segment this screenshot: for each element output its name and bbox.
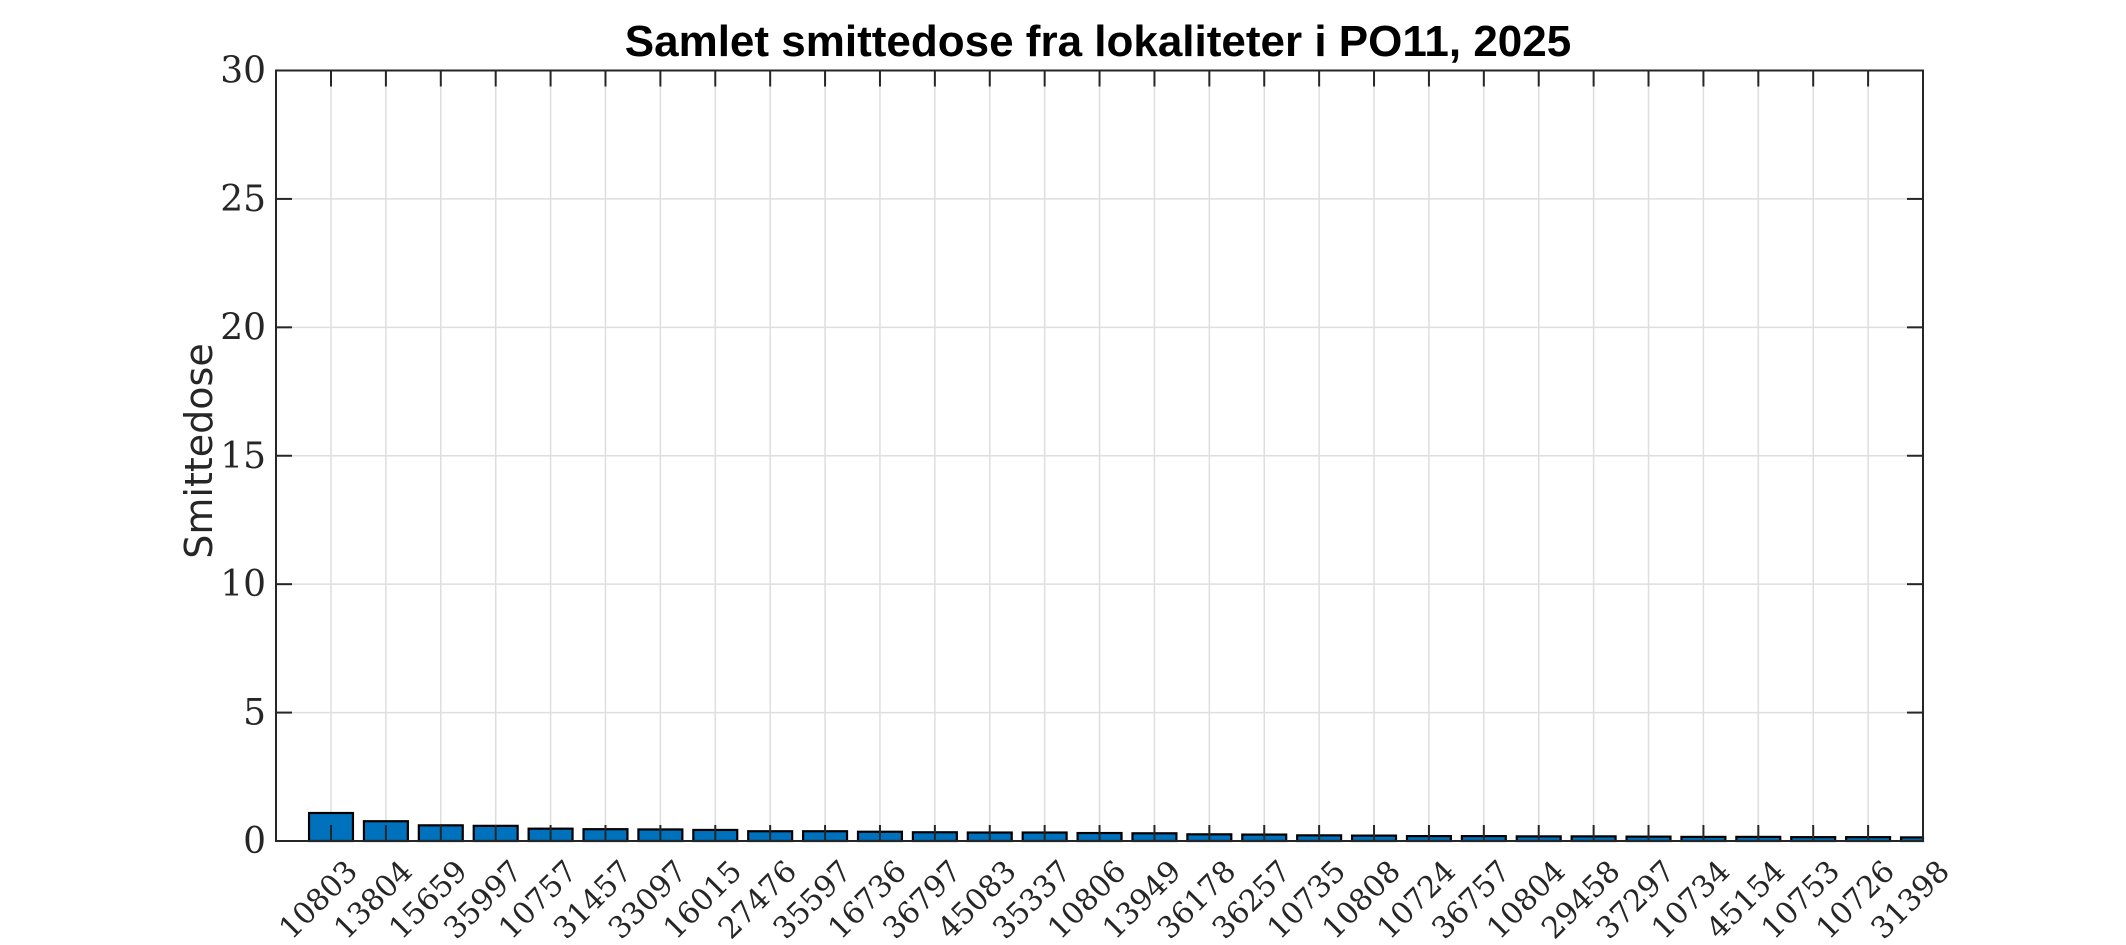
y-tick-labels: 0 5 10 15 20 25 30 — [220, 51, 266, 863]
axes-box — [275, 69, 1924, 842]
y-tick-label: 0 — [243, 821, 266, 862]
y-tick-label: 5 — [243, 693, 266, 734]
chart-title: Samlet smittedose fra lokaliteter i PO11… — [625, 17, 1571, 66]
y-tick-label: 30 — [220, 51, 266, 92]
y-tick-label: 10 — [220, 564, 266, 605]
y-tick-label: 20 — [220, 307, 266, 348]
axis-ticks — [276, 69, 1924, 842]
y-tick-label: 25 — [220, 179, 266, 220]
y-tick-label: 15 — [220, 436, 266, 477]
y-axis-label: Smittedose — [177, 343, 221, 558]
x-tick-labels: 1080313804156593599710757314573309716015… — [273, 854, 1957, 945]
gridlines — [276, 70, 1924, 841]
